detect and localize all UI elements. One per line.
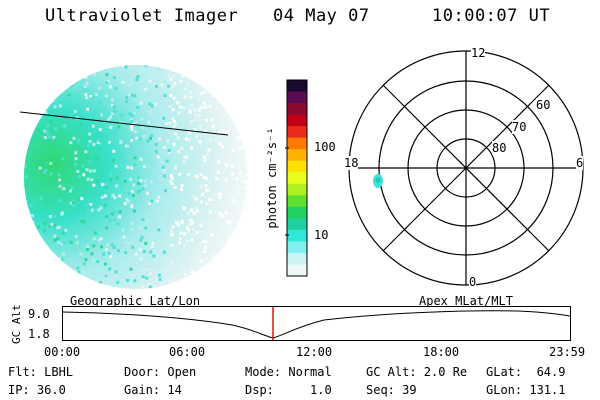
status-mode: Mode: Normal [245,365,332,379]
colorbar-swatch [287,195,307,208]
status-seq: Seq: 39 [366,383,417,397]
mlt-label-18: 18 [344,156,359,170]
status-flt: Flt: LBHL [8,365,74,379]
timeline-xtick-2: 12:00 [296,345,333,359]
polar-grid-plot [348,50,584,286]
timeline-left-title: Geographic Lat/Lon [70,294,201,308]
timeline-axis-label-wrap: GC Alt [10,304,26,344]
timeline-axis-label: GC Alt [10,304,23,344]
colorbar-swatch [287,114,307,127]
timeline-xtick-1: 06:00 [169,345,206,359]
colorbar-swatch [287,206,307,219]
colorbar-swatch [287,137,307,150]
lat-label-80: 80 [492,141,507,155]
uv-earth-image [19,65,248,289]
status-gain: Gain: 14 [124,383,182,397]
colorbar-swatch [287,183,307,196]
timeline-xtick-0: 00:00 [44,345,81,359]
mlt-label-0: 0 [469,275,477,289]
colorbar-tick-100: 100 [314,140,336,154]
status-gc-alt: GC Alt: 2.0 Re [366,365,468,379]
timeline-xtick-3: 18:00 [423,345,460,359]
status-door: Door: Open [124,365,197,379]
mlt-label-6: 6 [576,156,584,170]
observation-time: 10:00:07 UT [432,6,551,26]
instrument-title: Ultraviolet Imager [45,6,239,26]
colorbar-swatch [287,80,307,93]
colorbar-swatch [287,172,307,185]
colorbar-label: photon cm⁻²s⁻¹ [265,127,279,228]
status-glat: GLat: 64.9 [486,365,566,379]
colorbar-swatch [287,241,307,254]
colorbar-swatch [287,91,307,104]
status-dsp: Dsp: 1.0 [245,383,332,397]
lat-label-60: 60 [536,98,551,112]
mlt-label-12: 12 [471,46,486,60]
colorbar-swatch [287,252,307,265]
colorbar-swatch [287,160,307,173]
colorbar-swatch [287,126,307,139]
observation-date: 04 May 07 [273,6,370,26]
status-ip: IP: 36.0 [8,383,66,397]
lat-label-70: 70 [512,120,527,134]
colorbar-swatch [287,264,307,277]
colorbar-swatch [287,103,307,116]
color-scale-bar: photon cm⁻²s⁻¹ [265,79,308,277]
colorbar-swatch [287,218,307,231]
timeline-ytick-low: 1.8 [28,327,50,341]
timeline-xtick-4: 23:59 [549,345,586,359]
timeline-ytick-high: 9.0 [28,307,50,321]
timeline-right-title: Apex MLat/MLT [419,294,513,308]
colorbar-swatch [287,229,307,242]
altitude-timeline [62,306,571,341]
status-glon: GLon: 131.1 [486,383,566,397]
colorbar-tick-10: 10 [314,228,329,242]
terminator-line [19,111,229,136]
colorbar-swatch [287,149,307,162]
